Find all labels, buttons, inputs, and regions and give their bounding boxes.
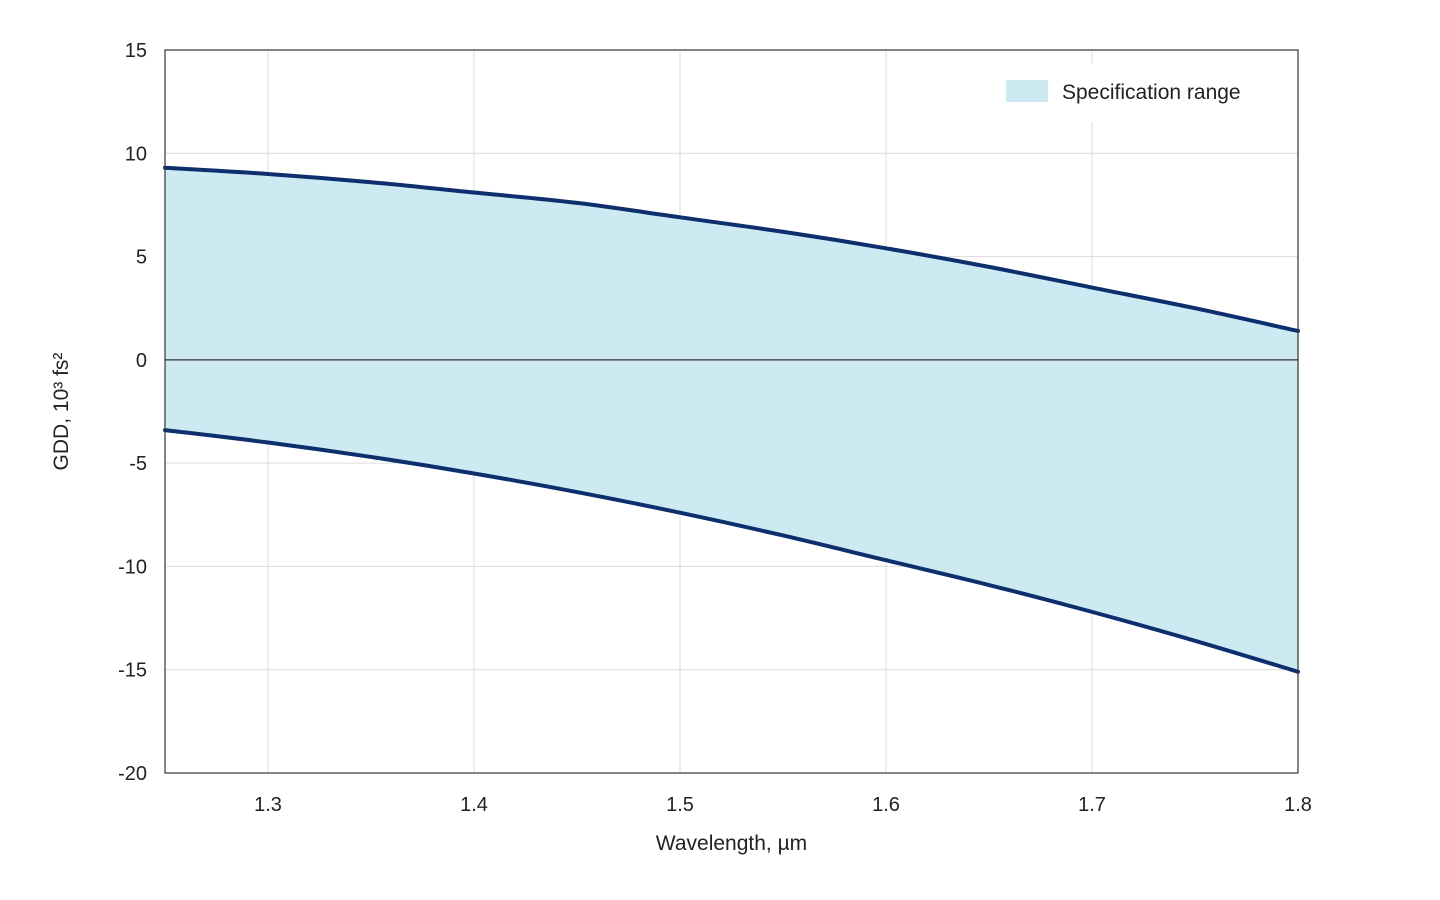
y-tick-label: 15 <box>125 40 147 62</box>
x-tick-label: 1.4 <box>460 794 488 816</box>
lower-bound-line <box>163 428 1300 674</box>
y-tick-label: -10 <box>118 556 147 578</box>
x-tick-labels: 1.3 1.4 1.5 1.6 1.7 1.8 <box>254 794 1312 816</box>
legend-swatch <box>1006 80 1048 102</box>
y-tick-label: 10 <box>125 143 147 165</box>
x-tick-label: 1.8 <box>1284 794 1312 816</box>
legend: Specification range <box>988 64 1284 122</box>
x-tick-label: 1.3 <box>254 794 282 816</box>
x-tick-label: 1.7 <box>1078 794 1106 816</box>
y-axis-title: GDD, 10³ fs² <box>50 353 73 471</box>
y-tick-label: -20 <box>118 763 147 785</box>
x-tick-label: 1.6 <box>872 794 900 816</box>
y-tick-labels: 15 10 5 0 -5 -10 -15 -20 <box>118 40 147 785</box>
y-tick-label: 5 <box>136 247 147 269</box>
plot-frame <box>164 49 1299 774</box>
x-tick-label: 1.5 <box>666 794 694 816</box>
legend-label: Specification range <box>1062 81 1241 104</box>
y-tick-label: -5 <box>129 453 147 475</box>
x-axis-title: Wavelength, µm <box>656 832 807 855</box>
y-tick-label: -15 <box>118 660 147 682</box>
specification-range-area <box>165 167 1298 672</box>
upper-bound-line <box>163 165 1300 333</box>
y-tick-label: 0 <box>136 350 147 372</box>
